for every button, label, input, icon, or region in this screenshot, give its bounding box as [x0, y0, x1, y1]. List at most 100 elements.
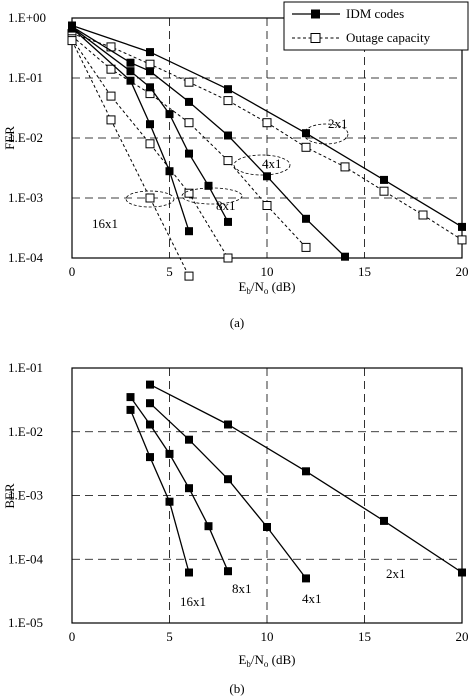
data-point [165, 497, 174, 506]
x-tick-label: 15 [358, 264, 371, 279]
data-point [145, 193, 155, 203]
y-tick-labels-b: 1.E-01 1.E-02 1.E-03 1.E-04 1.E-05 [8, 360, 44, 630]
series-line [129, 396, 229, 572]
y-tick-label: 1.E-05 [8, 615, 43, 630]
data-point [458, 222, 466, 231]
data-point [302, 467, 310, 476]
data-point [224, 85, 232, 94]
series-annotation: 16x1 [180, 594, 206, 609]
plot-frame-b [71, 367, 463, 624]
data-point [224, 131, 232, 140]
series-annotation: 8x1 [232, 581, 252, 596]
data-point [263, 523, 271, 531]
data-point [126, 67, 135, 76]
data-point [204, 522, 213, 531]
data-point [146, 83, 154, 92]
data-point [458, 568, 466, 577]
data-point [146, 48, 154, 57]
data-point [224, 475, 232, 484]
data-point [263, 172, 271, 181]
series-line [71, 40, 190, 277]
series-line [71, 27, 190, 232]
data-point [106, 64, 116, 74]
x-tick-label: 5 [166, 629, 173, 644]
data-point [126, 405, 135, 414]
series-line [149, 384, 463, 574]
data-point [106, 91, 116, 101]
y-tick-label: 1.E-02 [8, 130, 43, 145]
chart-panel-a: 2x1 4x1 8x1 16x1 1.E+00 1.E-01 1.E-02 1.E-03 1.… [2, 1, 469, 330]
data-point [302, 129, 310, 138]
data-point [184, 77, 194, 87]
data-point [145, 59, 155, 69]
data-point [340, 162, 350, 172]
data-point [380, 175, 388, 184]
data-point [223, 253, 233, 263]
data-point [341, 252, 349, 261]
y-tick-label: 1.E-04 [8, 551, 44, 566]
y-axis-label-b: BER [2, 483, 17, 509]
x-tick-label: 20 [456, 264, 469, 279]
series-line [71, 24, 463, 228]
data-point [262, 201, 272, 210]
data-point [223, 156, 233, 166]
data-point [184, 188, 194, 198]
data-point [185, 97, 193, 106]
group-ellipse [125, 190, 175, 208]
data-point [224, 420, 232, 429]
data-point [224, 567, 232, 576]
legend-outage-label: Outage capacity [346, 30, 431, 45]
group-ellipse [233, 154, 291, 176]
series-line [149, 402, 307, 579]
y-tick-label: 1.E-04 [8, 250, 44, 265]
data-point [223, 96, 233, 106]
series-annotation: 2x1 [328, 116, 348, 131]
y-tick-label: 1.E+00 [8, 10, 46, 25]
series-b [126, 380, 466, 583]
group-ellipse [303, 123, 349, 145]
series-annotation: 4x1 [302, 591, 322, 606]
grid-a [72, 18, 462, 258]
series-16x1-idm [68, 24, 193, 236]
y-tick-label: 1.E-01 [8, 70, 43, 85]
series-annotation: 4x1 [262, 156, 282, 171]
data-point [301, 142, 311, 152]
legend: IDM codes Outage capacity [283, 1, 469, 51]
series-8x1-idm [126, 393, 232, 576]
data-point [301, 242, 311, 252]
data-point [165, 449, 174, 458]
legend-idm-label: IDM codes [346, 6, 404, 21]
data-point [380, 516, 388, 525]
caption-a: (a) [230, 315, 244, 330]
series-annotation: 2x1 [386, 566, 406, 581]
data-point [185, 149, 193, 158]
x-tick-label: 0 [69, 264, 76, 279]
series-4x1-outage [67, 31, 311, 252]
data-point [457, 235, 467, 245]
series-16x1-idm [126, 405, 193, 577]
data-point [145, 139, 155, 149]
data-point [185, 568, 193, 577]
data-point [126, 393, 135, 402]
x-tick-label: 10 [261, 629, 274, 644]
data-point [146, 380, 154, 389]
x-axis-label-b: Eb/No (dB) [238, 652, 295, 669]
series-annotation: 8x1 [216, 198, 236, 213]
legend-idm-marker [311, 9, 320, 19]
data-point [184, 271, 194, 281]
series-annotation: 16x1 [92, 216, 118, 231]
data-point [302, 214, 310, 223]
y-tick-label: 1.E-02 [8, 424, 43, 439]
y-tick-label: 1.E-03 [8, 190, 43, 205]
data-point [185, 435, 193, 444]
group-ellipse [181, 187, 243, 205]
data-point [106, 115, 116, 125]
data-point [146, 399, 154, 408]
annotations-b: 2x1 4x1 8x1 16x1 [180, 566, 406, 609]
data-point [146, 120, 154, 129]
data-point [146, 67, 154, 76]
data-point [165, 110, 174, 119]
data-point [418, 210, 428, 220]
